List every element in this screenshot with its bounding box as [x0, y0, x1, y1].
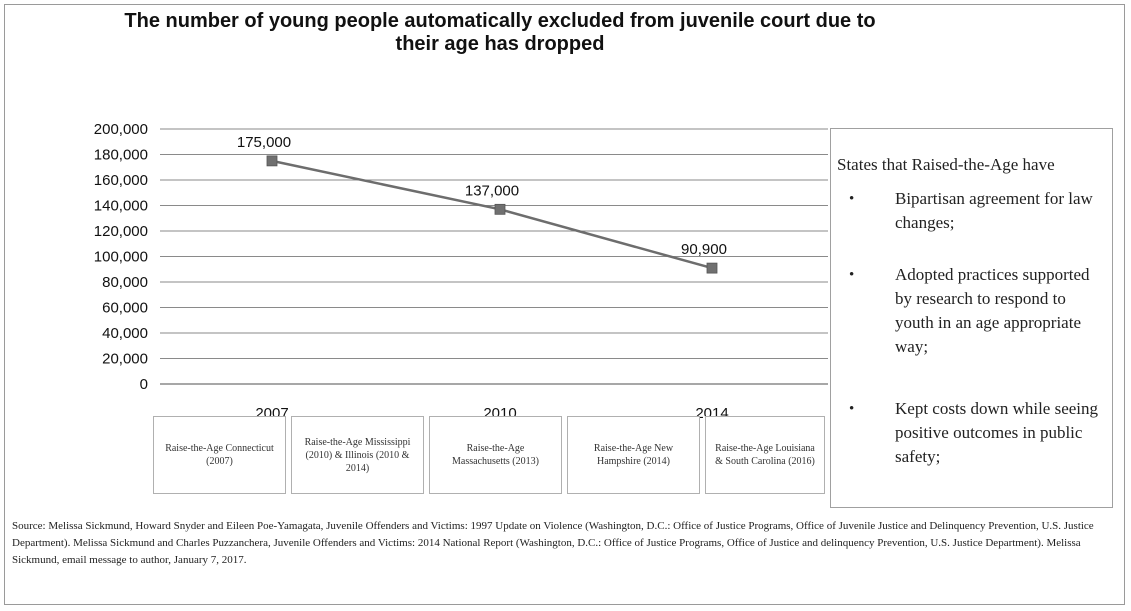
law-box-new-hampshire: Raise-the-Age New Hampshire (2014) — [567, 416, 700, 494]
data-label: 175,000 — [237, 134, 291, 151]
y-tick-label: 140,000 — [94, 198, 148, 215]
y-tick-label: 20,000 — [102, 351, 148, 368]
source-note: Source: Melissa Sickmund, Howard Snyder … — [12, 520, 1094, 566]
data-point — [494, 203, 506, 215]
y-tick-label: 0 — [140, 376, 148, 393]
data-point — [706, 262, 718, 274]
sidebar-heading: States that Raised-the-Age have — [837, 155, 1055, 174]
law-box-connecticut: Raise-the-Age Connecticut (2007) — [153, 416, 286, 494]
y-tick-label: 160,000 — [94, 172, 148, 189]
series-line — [271, 159, 713, 270]
y-tick-label: 60,000 — [102, 300, 148, 317]
sidebar-item-text: Bipartisan agreement for law changes; — [895, 189, 1093, 232]
y-tick-label: 100,000 — [94, 249, 148, 266]
y-tick-label: 80,000 — [102, 274, 148, 291]
law-box-massachusetts: Raise-the-Age Massachusetts (2013) — [429, 416, 562, 494]
chart-title: The number of young people automatically… — [124, 10, 876, 55]
law-box-mississippi-illinois: Raise-the-Age Mississippi (2010) & Illin… — [291, 416, 424, 494]
y-tick-label: 120,000 — [94, 223, 148, 240]
bullet-icon: • — [849, 191, 855, 207]
sidebar-item-text: Kept costs down while seeing positive ou… — [895, 399, 1099, 466]
data-point — [266, 155, 278, 167]
y-tick-label: 200,000 — [94, 121, 148, 138]
chart-frame — [4, 4, 1125, 605]
y-tick-label: 40,000 — [102, 325, 148, 342]
law-box-louisiana-south-carolina: Raise-the-Age Louisiana & South Carolina… — [705, 416, 825, 494]
data-label: 90,900 — [681, 241, 727, 258]
sidebar-item-text: Adopted practices supported by research … — [895, 265, 1090, 356]
data-label: 137,000 — [465, 182, 519, 199]
raise-the-age-sidebar: States that Raised-the-Age have • Bipart… — [830, 128, 1113, 508]
bullet-icon: • — [849, 401, 855, 417]
y-tick-label: 180,000 — [94, 147, 148, 164]
bullet-icon: • — [849, 267, 855, 283]
